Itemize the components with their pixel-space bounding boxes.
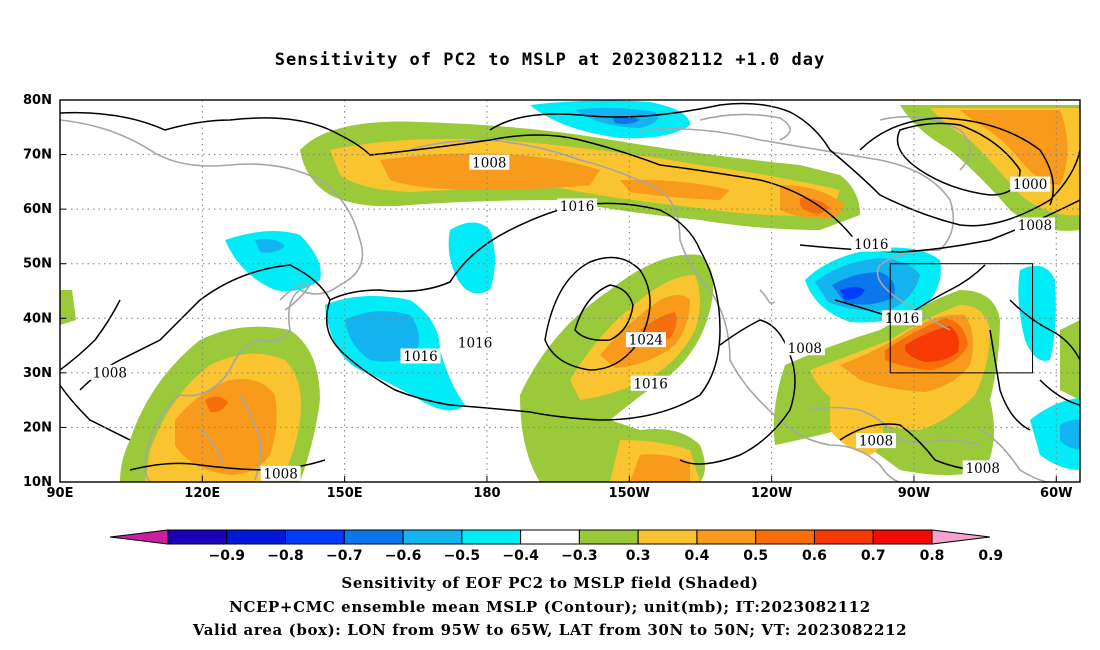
- latitude-label: 60N: [23, 202, 52, 217]
- map-title: Sensitivity of PC2 to MSLP at 2023082112…: [274, 50, 826, 70]
- isobar-label-bg: [630, 375, 671, 391]
- colorbar-left-arrow: [109, 529, 169, 545]
- isobar-label-bg: [851, 236, 892, 252]
- isobar-label-bg: [1014, 217, 1055, 233]
- colorbar-tick-label: −0.4: [502, 548, 539, 564]
- caption-line-3: Valid area (box): LON from 95W to 65W, L…: [192, 621, 908, 639]
- isobar-label: 1000: [1013, 177, 1047, 193]
- latitude-label: 70N: [23, 148, 52, 163]
- colorbar-bin: [578, 529, 639, 545]
- longitude-label: 120W: [751, 486, 792, 501]
- colorbar-right-arrow: [931, 529, 991, 545]
- isobar-label-bg: [625, 332, 666, 348]
- coastlines: [60, 113, 1051, 482]
- isobar-label: 1016: [458, 335, 492, 351]
- colorbar-tick-label: −0.5: [444, 548, 481, 564]
- isobar-label: 1016: [885, 311, 919, 327]
- valid-area-box: [889, 263, 1034, 374]
- latitude-label: 40N: [23, 311, 52, 326]
- isobar-label-bg: [400, 348, 441, 364]
- latitude-label: 10N: [23, 475, 52, 490]
- isobar-label: 1016: [633, 376, 667, 392]
- longitude-label: 90E: [47, 486, 74, 501]
- isobar-label-bg: [469, 154, 510, 170]
- isobar-label: 1016: [403, 349, 437, 365]
- colorbar-tick-label: 0.6: [802, 548, 827, 564]
- colorbar-bin: [226, 529, 287, 545]
- colorbar-tick-label: 0.8: [920, 548, 945, 564]
- colorbar-bin: [813, 529, 874, 545]
- isobar-label: 1008: [93, 365, 127, 381]
- colorbar-bin: [520, 529, 580, 545]
- latitude-label: 20N: [23, 420, 52, 435]
- longitude-label: 60W: [1040, 486, 1072, 501]
- isobar-label-bg: [1010, 176, 1051, 192]
- isobar-label-bg: [89, 364, 130, 380]
- isobar-label: 1008: [859, 434, 893, 450]
- isobar-label-bg: [557, 198, 598, 214]
- colorbar-tick-label: −0.3: [561, 548, 598, 564]
- isobar-label: 1008: [1018, 218, 1052, 234]
- colorbar-tick-label: −0.6: [385, 548, 422, 564]
- isobar-label: 1024: [629, 333, 663, 349]
- latitude-label: 50N: [23, 257, 52, 272]
- colorbar-tick-label: −0.9: [209, 548, 246, 564]
- longitude-label: 150W: [609, 486, 650, 501]
- longitude-label: 120E: [184, 486, 220, 501]
- colorbar-bin: [402, 529, 463, 545]
- positive-sensitivity-shading: [60, 105, 1080, 482]
- colorbar-bin: [343, 529, 404, 545]
- latitude-label: 80N: [23, 93, 52, 108]
- map-area: 1008 1016 1024 1016 1016 1016 1008 1016 1016 1000…: [60, 100, 1080, 482]
- colorbar-bin: [637, 529, 698, 545]
- colorbar-tick-label: −0.8: [267, 548, 304, 564]
- caption-line-2: NCEP+CMC ensemble mean MSLP (Contour); u…: [229, 598, 871, 616]
- isobar-label: 1008: [263, 466, 297, 482]
- isobar-label-bg: [455, 334, 496, 350]
- isobar-label: 1008: [966, 461, 1000, 477]
- isobar-label: 1008: [788, 341, 822, 357]
- caption-line-1: Sensitivity of EOF PC2 to MSLP field (Sh…: [341, 574, 759, 592]
- colorbar-bin: [461, 529, 522, 545]
- colorbar-bin: [755, 529, 815, 545]
- colorbar-bin: [285, 529, 345, 545]
- colorbar-bin: [872, 529, 933, 545]
- longitude-label: 90W: [898, 486, 930, 501]
- longitude-label: 150E: [327, 486, 363, 501]
- isobar-labels: 1008 1016 1024 1016 1016 1016 1008 1016 1016 1000…: [89, 154, 1055, 482]
- colorbar-tick-label: 0.9: [978, 548, 1003, 564]
- latitude-label: 30N: [23, 366, 52, 381]
- map-frame: [59, 99, 1081, 483]
- colorbar: −0.9 −0.8 −0.7 −0.6 −0.5 −0.4 −0.3 0.3 0.4 0.5 0.6…: [109, 529, 1003, 564]
- isobar-label-bg: [784, 340, 825, 356]
- colorbar-tick-label: 0.3: [626, 548, 651, 564]
- isobar-label: 1016: [560, 199, 594, 215]
- isobar-label-bg: [856, 433, 896, 449]
- colorbar-tick-label: −0.7: [326, 548, 363, 564]
- colorbar-bin: [167, 529, 228, 545]
- isobar-label-bg: [260, 465, 301, 481]
- longitude-label: 180: [473, 486, 500, 501]
- colorbar-tick-label: 0.4: [685, 548, 710, 564]
- isobar-label-bg: [882, 310, 923, 326]
- isobar-label-bg: [962, 460, 1003, 476]
- isobar-label: 1016: [854, 237, 888, 253]
- colorbar-bin: [696, 529, 757, 545]
- colorbar-tick-label: 0.5: [743, 548, 768, 564]
- isobar-label: 1008: [472, 155, 506, 171]
- colorbar-tick-label: 0.7: [861, 548, 886, 564]
